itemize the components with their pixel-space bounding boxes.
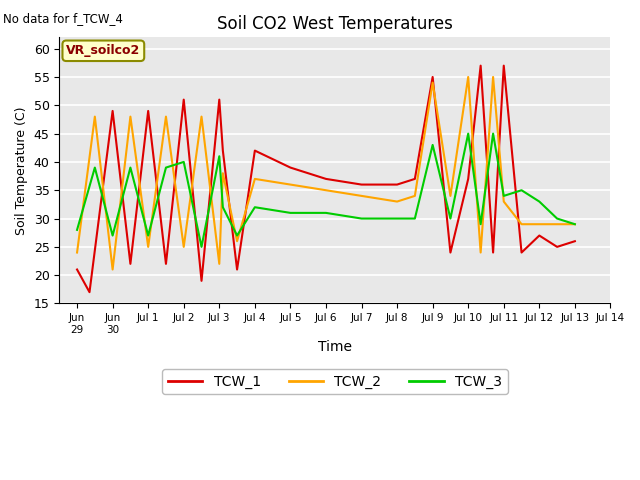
Text: No data for f_TCW_4: No data for f_TCW_4 [3, 12, 123, 25]
X-axis label: Time: Time [318, 340, 352, 354]
Title: Soil CO2 West Temperatures: Soil CO2 West Temperatures [217, 15, 452, 33]
Text: VR_soilco2: VR_soilco2 [66, 44, 140, 57]
Y-axis label: Soil Temperature (C): Soil Temperature (C) [15, 106, 28, 235]
Legend: TCW_1, TCW_2, TCW_3: TCW_1, TCW_2, TCW_3 [162, 369, 508, 394]
